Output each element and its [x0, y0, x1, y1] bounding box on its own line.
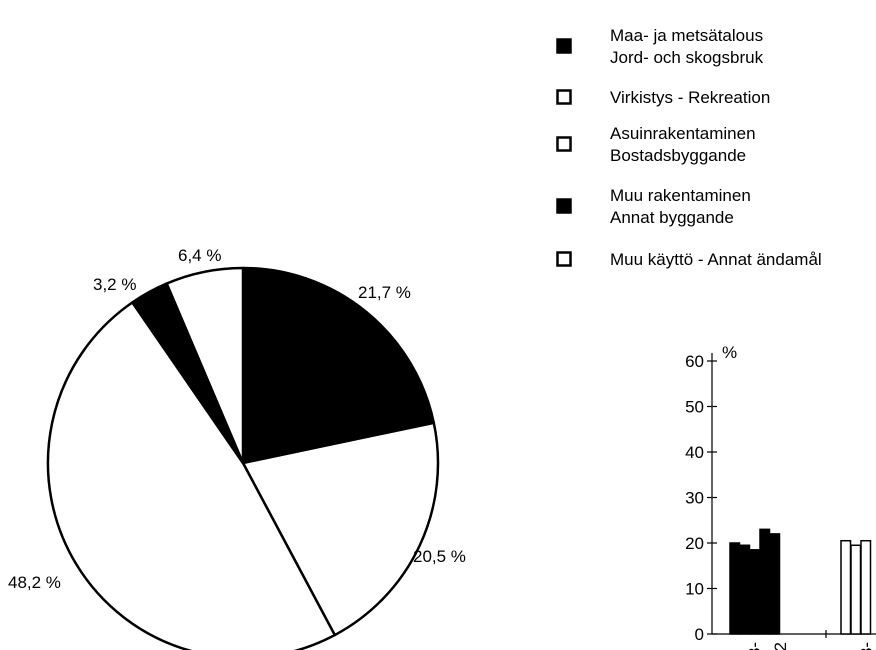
y-tick-label: 60: [685, 352, 704, 371]
pie-slice: [241, 266, 436, 465]
legend-item: Maa- ja metsätalous Jord- och skogsbruk: [556, 26, 764, 67]
pie-slice-label: 21,7 %: [358, 283, 411, 302]
pie-slice: [46, 301, 337, 650]
bar: [850, 544, 862, 635]
bar: [729, 542, 741, 635]
y-tick-label: 30: [685, 489, 704, 508]
legend-swatch: [556, 136, 572, 152]
legend-item: Muu käyttö - Annat ändamål: [556, 250, 822, 269]
legend-label: Bostadsbyggande: [610, 146, 746, 165]
bar: [739, 544, 751, 635]
pie-slice-label: 3,2 %: [93, 275, 136, 294]
y-axis-unit: %: [722, 343, 737, 362]
bar: [860, 539, 872, 635]
bar-chart: % 0 10 20 30 40 50 60 98- 02 98-: [685, 343, 876, 650]
pie-slice: [165, 266, 245, 465]
bar: [840, 539, 852, 635]
legend-label: Annat byggande: [610, 208, 734, 227]
y-tick-label: 40: [685, 443, 704, 462]
legend: Maa- ja metsätalous Jord- och skogsbruk Vi…: [556, 26, 822, 269]
x-category-label: 02: [771, 642, 790, 650]
legend-swatch: [556, 251, 572, 267]
pie-chart: 21,7 % 20,5 % 48,2 % 3,2 % 6,4 %: [8, 246, 466, 650]
pie-slice-label: 48,2 %: [8, 573, 61, 592]
y-tick-label: 10: [685, 580, 704, 599]
bar: [749, 549, 761, 635]
legend-swatch: [556, 198, 572, 214]
legend-item: Asuinrakentaminen Bostadsbyggande: [556, 124, 756, 165]
pie-slice-label: 20,5 %: [413, 547, 466, 566]
bar: [769, 533, 781, 635]
y-tick-label: 50: [685, 398, 704, 417]
legend-swatch: [556, 89, 572, 105]
legend-item: Muu rakentaminen Annat byggande: [556, 186, 751, 227]
legend-label: Asuinrakentaminen: [610, 124, 756, 143]
legend-label: Virkistys - Rekreation: [610, 88, 770, 107]
legend-label: Muu käyttö - Annat ändamål: [610, 250, 822, 269]
x-category-label: 98-: [745, 642, 764, 650]
x-category-label: 98-: [857, 642, 876, 650]
pie-slice: [241, 421, 440, 637]
y-tick-label: 20: [685, 534, 704, 553]
legend-item: Virkistys - Rekreation: [556, 88, 770, 107]
legend-swatch: [556, 38, 572, 54]
bar: [759, 528, 771, 635]
pie-slice-label: 6,4 %: [178, 246, 221, 265]
legend-label: Muu rakentaminen: [610, 186, 751, 205]
legend-label: Jord- och skogsbruk: [610, 48, 764, 67]
y-tick-label: 0: [695, 625, 704, 644]
legend-label: Maa- ja metsätalous: [610, 26, 763, 45]
